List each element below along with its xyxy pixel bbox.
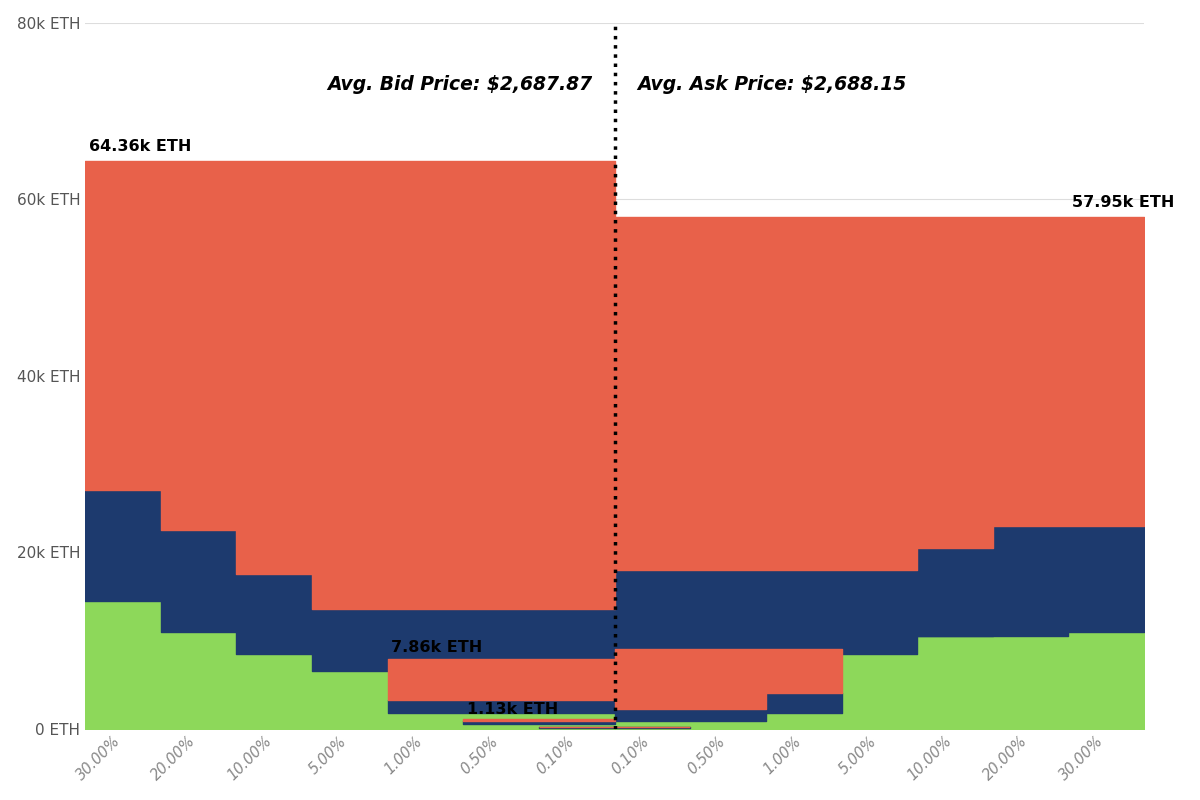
Text: Avg. Bid Price: $2,687.87: Avg. Bid Price: $2,687.87 [326, 75, 592, 94]
Text: IntoTheBlock: IntoTheBlock [700, 366, 1068, 414]
Text: 1.13k ETH: 1.13k ETH [467, 702, 558, 717]
Text: 6.16k ETH: 6.16k ETH [694, 658, 785, 673]
Text: 32.77k ETH: 32.77k ETH [240, 418, 342, 432]
Text: 37.75k ETH: 37.75k ETH [920, 374, 1024, 389]
Text: ⬡: ⬡ [554, 352, 622, 428]
Text: 57.95k ETH: 57.95k ETH [1073, 195, 1175, 210]
Text: 26.77k ETH: 26.77k ETH [316, 470, 419, 486]
Text: 7.86k ETH: 7.86k ETH [391, 640, 482, 655]
Text: Avg. Ask Price: $2,688.15: Avg. Ask Price: $2,688.15 [637, 75, 906, 94]
Text: 49.94k ETH: 49.94k ETH [996, 266, 1099, 281]
Text: 64.36k ETH: 64.36k ETH [89, 138, 191, 154]
Text: 48.03k ETH: 48.03k ETH [164, 282, 266, 298]
Text: 29.97k ETH: 29.97k ETH [845, 442, 948, 457]
